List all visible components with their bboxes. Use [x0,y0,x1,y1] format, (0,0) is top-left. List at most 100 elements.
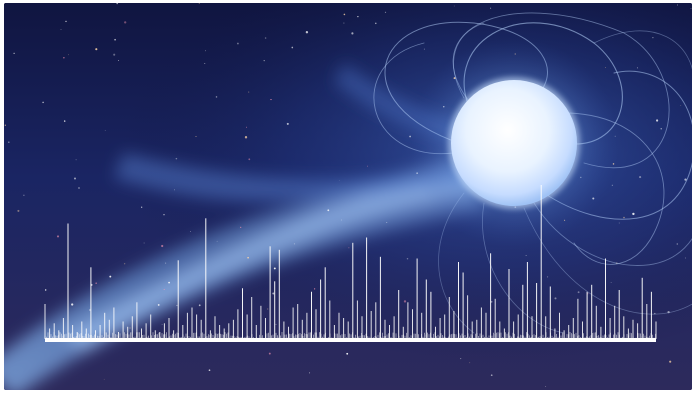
star-dot [554,297,557,300]
spike-strip [44,185,657,342]
star-dot [293,243,295,245]
star-dot [660,128,662,130]
star-dot [469,362,471,364]
star-dot [68,54,69,56]
scene-canvas [4,3,692,390]
star-dot [157,303,160,306]
star-dot [656,119,659,122]
star-dot [63,57,65,59]
star-dot [327,209,330,212]
star-dot [198,3,201,4]
star-dot [141,206,143,208]
star-dot [291,46,294,49]
star-dot [490,374,493,377]
star-dot [460,358,462,360]
star-dot [109,275,112,278]
star-dot [129,327,131,329]
star-dot [216,240,218,242]
star-dot [161,323,163,325]
star-dot [577,291,580,294]
star-dot [190,231,191,232]
star-dot [314,288,316,290]
star-dot [114,38,116,41]
star-dot [669,360,672,363]
star-dot [610,282,612,283]
star-dot [17,209,20,212]
star-dot [64,120,66,122]
star-dot [268,352,271,355]
star-dot [684,178,687,181]
star-dot [163,288,165,290]
star-dot [74,177,76,180]
star-dot [618,222,620,224]
star-dot [168,281,170,284]
star-dot [343,13,346,16]
star-dot [236,42,239,45]
star-dot [406,258,409,260]
spike-baseline [45,338,656,342]
star-dot [7,141,10,144]
magnetar-image [4,3,692,390]
star-dot [143,242,145,244]
star-dot [343,22,345,24]
star-dot [95,48,98,51]
star-dot [690,8,692,9]
star-dot [78,187,80,189]
star-dot [605,67,606,68]
star-dot [71,303,74,306]
star-dot [124,21,127,24]
star-dot [247,256,249,259]
star-dot [346,352,349,355]
star-dot [75,159,77,161]
star-dot [195,135,197,138]
star-dot [490,7,492,9]
star-dot [215,96,218,98]
star-dot [116,3,119,5]
star-dot [676,243,678,245]
star-dot [246,126,248,128]
star-dot [208,369,211,372]
star-dot [4,124,6,126]
magnetar-star [451,80,577,206]
star-dot [639,176,642,179]
star-dot [652,36,654,39]
star-dot [273,267,276,270]
star-dot [357,15,359,18]
star-dot [547,276,549,278]
star-dot [103,378,105,380]
star-dot [113,53,116,56]
star-dot [165,262,167,264]
star-dot [305,31,309,34]
star-dot [384,11,387,13]
star-dot [270,99,272,101]
star-dot [667,310,670,314]
star-dot [175,157,178,160]
star-dot [348,247,350,249]
star-dot [60,29,62,30]
star-dot [267,308,269,310]
star-dot [13,52,15,54]
star-dot [174,189,175,191]
star-dot [124,263,126,265]
star-dot [453,5,455,7]
star-dot [163,214,165,216]
star-dot [611,184,613,186]
star-dot [341,219,342,221]
star-dot [366,165,368,167]
star-dot [309,372,311,374]
star-dot [275,323,277,325]
star-dot [632,212,635,216]
star-dot [65,20,67,23]
star-dot [42,101,44,104]
star-dot [44,289,47,291]
star-dot [263,59,265,62]
star-dot [525,255,527,257]
star-dot [636,67,638,69]
star-dot [684,257,686,259]
star-dot [545,386,547,387]
star-dot [654,312,656,315]
star-dot [104,130,106,131]
star-dot [423,48,425,50]
star-dot [264,37,267,39]
star-dot [161,244,164,248]
